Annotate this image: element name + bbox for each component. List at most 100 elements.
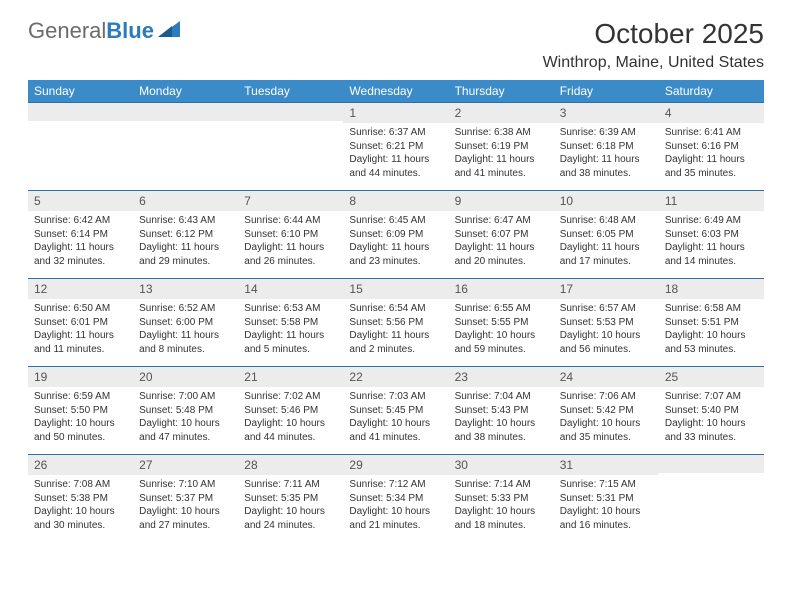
month-title: October 2025 xyxy=(543,18,764,50)
day-details: Sunrise: 7:11 AMSunset: 5:35 PMDaylight:… xyxy=(238,475,343,536)
day-number xyxy=(659,455,764,473)
day-header: Friday xyxy=(554,80,659,103)
calendar-table: SundayMondayTuesdayWednesdayThursdayFrid… xyxy=(28,80,764,543)
calendar-day-cell: 23Sunrise: 7:04 AMSunset: 5:43 PMDayligh… xyxy=(449,367,554,455)
day-details: Sunrise: 7:00 AMSunset: 5:48 PMDaylight:… xyxy=(133,387,238,448)
day-details: Sunrise: 7:04 AMSunset: 5:43 PMDaylight:… xyxy=(449,387,554,448)
day-details: Sunrise: 6:58 AMSunset: 5:51 PMDaylight:… xyxy=(659,299,764,360)
location-text: Winthrop, Maine, United States xyxy=(543,54,764,72)
day-details: Sunrise: 7:02 AMSunset: 5:46 PMDaylight:… xyxy=(238,387,343,448)
logo-triangle-icon xyxy=(158,21,180,37)
calendar-header-row: SundayMondayTuesdayWednesdayThursdayFrid… xyxy=(28,80,764,103)
day-header: Thursday xyxy=(449,80,554,103)
calendar-day-cell: 28Sunrise: 7:11 AMSunset: 5:35 PMDayligh… xyxy=(238,455,343,543)
day-number: 4 xyxy=(659,103,764,123)
day-number: 6 xyxy=(133,191,238,211)
calendar-empty-cell xyxy=(133,103,238,191)
calendar-empty-cell xyxy=(28,103,133,191)
day-number: 31 xyxy=(554,455,659,475)
day-number: 25 xyxy=(659,367,764,387)
day-details: Sunrise: 6:37 AMSunset: 6:21 PMDaylight:… xyxy=(343,123,448,184)
calendar-day-cell: 6Sunrise: 6:43 AMSunset: 6:12 PMDaylight… xyxy=(133,191,238,279)
day-details: Sunrise: 6:45 AMSunset: 6:09 PMDaylight:… xyxy=(343,211,448,272)
title-block: October 2025 Winthrop, Maine, United Sta… xyxy=(543,18,764,72)
calendar-day-cell: 3Sunrise: 6:39 AMSunset: 6:18 PMDaylight… xyxy=(554,103,659,191)
calendar-day-cell: 24Sunrise: 7:06 AMSunset: 5:42 PMDayligh… xyxy=(554,367,659,455)
day-number: 16 xyxy=(449,279,554,299)
calendar-day-cell: 22Sunrise: 7:03 AMSunset: 5:45 PMDayligh… xyxy=(343,367,448,455)
calendar-day-cell: 1Sunrise: 6:37 AMSunset: 6:21 PMDaylight… xyxy=(343,103,448,191)
day-number: 21 xyxy=(238,367,343,387)
day-details: Sunrise: 6:39 AMSunset: 6:18 PMDaylight:… xyxy=(554,123,659,184)
calendar-day-cell: 20Sunrise: 7:00 AMSunset: 5:48 PMDayligh… xyxy=(133,367,238,455)
day-header: Monday xyxy=(133,80,238,103)
day-number: 29 xyxy=(343,455,448,475)
day-details: Sunrise: 6:54 AMSunset: 5:56 PMDaylight:… xyxy=(343,299,448,360)
day-number: 14 xyxy=(238,279,343,299)
day-number: 22 xyxy=(343,367,448,387)
calendar-day-cell: 31Sunrise: 7:15 AMSunset: 5:31 PMDayligh… xyxy=(554,455,659,543)
day-number: 28 xyxy=(238,455,343,475)
calendar-day-cell: 21Sunrise: 7:02 AMSunset: 5:46 PMDayligh… xyxy=(238,367,343,455)
day-details: Sunrise: 6:38 AMSunset: 6:19 PMDaylight:… xyxy=(449,123,554,184)
day-number: 24 xyxy=(554,367,659,387)
day-header: Wednesday xyxy=(343,80,448,103)
calendar-day-cell: 18Sunrise: 6:58 AMSunset: 5:51 PMDayligh… xyxy=(659,279,764,367)
day-details: Sunrise: 6:53 AMSunset: 5:58 PMDaylight:… xyxy=(238,299,343,360)
day-details: Sunrise: 7:08 AMSunset: 5:38 PMDaylight:… xyxy=(28,475,133,536)
day-number: 17 xyxy=(554,279,659,299)
calendar-day-cell: 8Sunrise: 6:45 AMSunset: 6:09 PMDaylight… xyxy=(343,191,448,279)
day-number: 26 xyxy=(28,455,133,475)
logo-text-general: General xyxy=(28,18,106,44)
day-details: Sunrise: 6:50 AMSunset: 6:01 PMDaylight:… xyxy=(28,299,133,360)
logo: GeneralBlue xyxy=(28,18,180,44)
day-details: Sunrise: 7:15 AMSunset: 5:31 PMDaylight:… xyxy=(554,475,659,536)
calendar-week-row: 12Sunrise: 6:50 AMSunset: 6:01 PMDayligh… xyxy=(28,279,764,367)
day-number: 15 xyxy=(343,279,448,299)
calendar-day-cell: 25Sunrise: 7:07 AMSunset: 5:40 PMDayligh… xyxy=(659,367,764,455)
day-number: 9 xyxy=(449,191,554,211)
calendar-day-cell: 26Sunrise: 7:08 AMSunset: 5:38 PMDayligh… xyxy=(28,455,133,543)
day-details: Sunrise: 6:41 AMSunset: 6:16 PMDaylight:… xyxy=(659,123,764,184)
day-details: Sunrise: 7:06 AMSunset: 5:42 PMDaylight:… xyxy=(554,387,659,448)
day-details: Sunrise: 6:52 AMSunset: 6:00 PMDaylight:… xyxy=(133,299,238,360)
day-details: Sunrise: 7:14 AMSunset: 5:33 PMDaylight:… xyxy=(449,475,554,536)
day-number: 18 xyxy=(659,279,764,299)
logo-text-blue: Blue xyxy=(106,18,154,44)
calendar-day-cell: 11Sunrise: 6:49 AMSunset: 6:03 PMDayligh… xyxy=(659,191,764,279)
day-number: 3 xyxy=(554,103,659,123)
calendar-empty-cell xyxy=(238,103,343,191)
calendar-day-cell: 13Sunrise: 6:52 AMSunset: 6:00 PMDayligh… xyxy=(133,279,238,367)
calendar-day-cell: 30Sunrise: 7:14 AMSunset: 5:33 PMDayligh… xyxy=(449,455,554,543)
day-details: Sunrise: 6:48 AMSunset: 6:05 PMDaylight:… xyxy=(554,211,659,272)
day-number xyxy=(28,103,133,121)
day-number: 8 xyxy=(343,191,448,211)
calendar-week-row: 19Sunrise: 6:59 AMSunset: 5:50 PMDayligh… xyxy=(28,367,764,455)
day-number: 30 xyxy=(449,455,554,475)
calendar-day-cell: 10Sunrise: 6:48 AMSunset: 6:05 PMDayligh… xyxy=(554,191,659,279)
day-details: Sunrise: 6:44 AMSunset: 6:10 PMDaylight:… xyxy=(238,211,343,272)
calendar-day-cell: 12Sunrise: 6:50 AMSunset: 6:01 PMDayligh… xyxy=(28,279,133,367)
day-details: Sunrise: 6:42 AMSunset: 6:14 PMDaylight:… xyxy=(28,211,133,272)
calendar-week-row: 1Sunrise: 6:37 AMSunset: 6:21 PMDaylight… xyxy=(28,103,764,191)
day-header: Tuesday xyxy=(238,80,343,103)
day-number: 11 xyxy=(659,191,764,211)
calendar-day-cell: 29Sunrise: 7:12 AMSunset: 5:34 PMDayligh… xyxy=(343,455,448,543)
day-number: 12 xyxy=(28,279,133,299)
day-number: 27 xyxy=(133,455,238,475)
header: GeneralBlue October 2025 Winthrop, Maine… xyxy=(28,18,764,72)
calendar-day-cell: 4Sunrise: 6:41 AMSunset: 6:16 PMDaylight… xyxy=(659,103,764,191)
calendar-day-cell: 9Sunrise: 6:47 AMSunset: 6:07 PMDaylight… xyxy=(449,191,554,279)
day-details: Sunrise: 7:07 AMSunset: 5:40 PMDaylight:… xyxy=(659,387,764,448)
calendar-day-cell: 17Sunrise: 6:57 AMSunset: 5:53 PMDayligh… xyxy=(554,279,659,367)
calendar-day-cell: 7Sunrise: 6:44 AMSunset: 6:10 PMDaylight… xyxy=(238,191,343,279)
calendar-day-cell: 5Sunrise: 6:42 AMSunset: 6:14 PMDaylight… xyxy=(28,191,133,279)
day-details: Sunrise: 7:10 AMSunset: 5:37 PMDaylight:… xyxy=(133,475,238,536)
day-details: Sunrise: 6:47 AMSunset: 6:07 PMDaylight:… xyxy=(449,211,554,272)
calendar-day-cell: 2Sunrise: 6:38 AMSunset: 6:19 PMDaylight… xyxy=(449,103,554,191)
calendar-week-row: 26Sunrise: 7:08 AMSunset: 5:38 PMDayligh… xyxy=(28,455,764,543)
calendar-week-row: 5Sunrise: 6:42 AMSunset: 6:14 PMDaylight… xyxy=(28,191,764,279)
day-number: 2 xyxy=(449,103,554,123)
day-details: Sunrise: 7:12 AMSunset: 5:34 PMDaylight:… xyxy=(343,475,448,536)
calendar-empty-cell xyxy=(659,455,764,543)
